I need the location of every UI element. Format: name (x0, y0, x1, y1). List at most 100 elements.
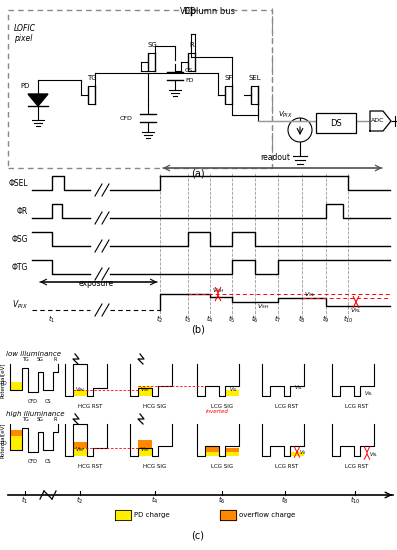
Text: PD: PD (0, 441, 7, 446)
Text: VDD: VDD (179, 7, 197, 16)
Polygon shape (370, 111, 391, 131)
Text: $V_{RH}$: $V_{RH}$ (75, 445, 85, 454)
Text: HCG SIG: HCG SIG (143, 404, 167, 409)
Text: $V_{SH}$: $V_{SH}$ (257, 302, 269, 311)
Text: SEL: SEL (249, 75, 261, 81)
Text: $t_8$: $t_8$ (298, 314, 306, 325)
Polygon shape (138, 386, 152, 396)
Text: $V_{SL}$: $V_{SL}$ (229, 385, 239, 394)
Polygon shape (290, 452, 304, 456)
Text: ADC: ADC (371, 118, 385, 124)
Text: CS: CS (45, 399, 51, 404)
Text: FD: FD (185, 79, 193, 84)
Text: R: R (54, 417, 57, 422)
Text: readout: readout (260, 153, 290, 162)
Polygon shape (73, 448, 87, 456)
Text: TG: TG (87, 75, 97, 81)
Text: (a): (a) (191, 169, 205, 179)
Text: $V_{RL}$: $V_{RL}$ (350, 306, 362, 315)
Text: $t_3$: $t_3$ (184, 314, 192, 325)
Text: LCG RST: LCG RST (276, 404, 299, 409)
Text: $t_{10}$: $t_{10}$ (350, 495, 360, 506)
Text: $V_{RL}$: $V_{RL}$ (364, 389, 373, 398)
Text: LCG RST: LCG RST (345, 404, 369, 409)
Polygon shape (220, 510, 236, 520)
Text: Id: Id (315, 127, 322, 133)
Polygon shape (225, 448, 239, 452)
Text: LOFIC: LOFIC (14, 24, 36, 33)
Text: $V_{SL}$: $V_{SL}$ (294, 383, 303, 392)
Text: $t_6$: $t_6$ (218, 495, 226, 506)
Text: LCG RST: LCG RST (345, 464, 369, 469)
Text: inverted: inverted (206, 409, 228, 414)
Text: CS: CS (185, 69, 193, 74)
Text: CFD: CFD (28, 399, 38, 404)
Text: $t_2$: $t_2$ (76, 495, 84, 506)
Text: DS: DS (330, 118, 342, 128)
Text: HCG RST: HCG RST (78, 404, 102, 409)
Text: HCG SIG: HCG SIG (143, 464, 167, 469)
Text: $V_{SH}$: $V_{SH}$ (140, 385, 150, 394)
Polygon shape (10, 430, 22, 436)
FancyBboxPatch shape (316, 113, 356, 133)
Text: $t_1$: $t_1$ (21, 495, 29, 506)
Text: HCG RST: HCG RST (78, 464, 102, 469)
Text: $V_{PIX}$: $V_{PIX}$ (278, 110, 293, 120)
Polygon shape (10, 436, 22, 450)
Text: $t_8$: $t_8$ (281, 495, 289, 506)
Text: high illuminance: high illuminance (6, 411, 64, 417)
Text: TG: TG (21, 417, 28, 422)
Text: CS: CS (45, 459, 51, 464)
Text: PD: PD (0, 381, 7, 386)
Text: PD: PD (20, 83, 30, 89)
Text: SG: SG (37, 357, 44, 362)
Text: ΦTG: ΦTG (12, 262, 28, 272)
Polygon shape (205, 446, 219, 452)
Text: $V_{SL}$: $V_{SL}$ (304, 290, 315, 299)
Text: LCG RST: LCG RST (276, 464, 299, 469)
Text: $V_{RH}$: $V_{RH}$ (75, 385, 85, 394)
Text: ΦSEL: ΦSEL (8, 179, 28, 188)
Text: overflow charge: overflow charge (239, 512, 295, 518)
Polygon shape (10, 382, 22, 390)
Text: $t_1$: $t_1$ (48, 314, 56, 325)
Text: Column bus: Column bus (185, 7, 235, 16)
Text: SG: SG (37, 417, 44, 422)
Text: ΦR: ΦR (17, 206, 28, 216)
Text: TG: TG (21, 357, 28, 362)
Text: $t_2$: $t_2$ (156, 314, 164, 325)
Text: $V_{RH}$: $V_{RH}$ (212, 286, 224, 295)
Text: (b): (b) (191, 324, 205, 334)
Text: R: R (190, 42, 195, 48)
Text: CFD: CFD (28, 459, 38, 464)
Text: $V_S$: $V_S$ (299, 448, 306, 457)
Text: LCG SIG: LCG SIG (211, 404, 233, 409)
Text: $V_{RL}$: $V_{RL}$ (369, 450, 378, 459)
Polygon shape (115, 510, 131, 520)
Text: $t_4$: $t_4$ (206, 314, 214, 325)
Polygon shape (28, 94, 48, 106)
Text: $V_{PIX}$: $V_{PIX}$ (12, 299, 28, 311)
Text: LCG SIG: LCG SIG (211, 464, 233, 469)
Polygon shape (225, 390, 239, 396)
Text: $t_7$: $t_7$ (274, 314, 282, 325)
Text: Potential[eV]: Potential[eV] (0, 422, 4, 458)
Text: PD charge: PD charge (134, 512, 170, 518)
Text: Potential[eV]: Potential[eV] (0, 362, 4, 398)
Text: $t_6$: $t_6$ (251, 314, 259, 325)
Text: ΦSG: ΦSG (12, 234, 28, 244)
Text: (c): (c) (191, 530, 204, 540)
Text: $t_{10}$: $t_{10}$ (343, 314, 353, 325)
Text: SG: SG (147, 42, 157, 48)
Text: SF: SF (225, 75, 233, 81)
Text: exposure: exposure (79, 279, 114, 288)
Polygon shape (138, 448, 152, 456)
Text: $t_9$: $t_9$ (322, 314, 330, 325)
Polygon shape (225, 452, 239, 456)
Polygon shape (138, 440, 152, 448)
Text: CFD: CFD (119, 116, 133, 120)
Text: R: R (54, 357, 57, 362)
Text: low illuminance: low illuminance (6, 351, 61, 357)
Text: pixel: pixel (14, 34, 33, 43)
Text: $V_{SH}$: $V_{SH}$ (140, 445, 150, 454)
